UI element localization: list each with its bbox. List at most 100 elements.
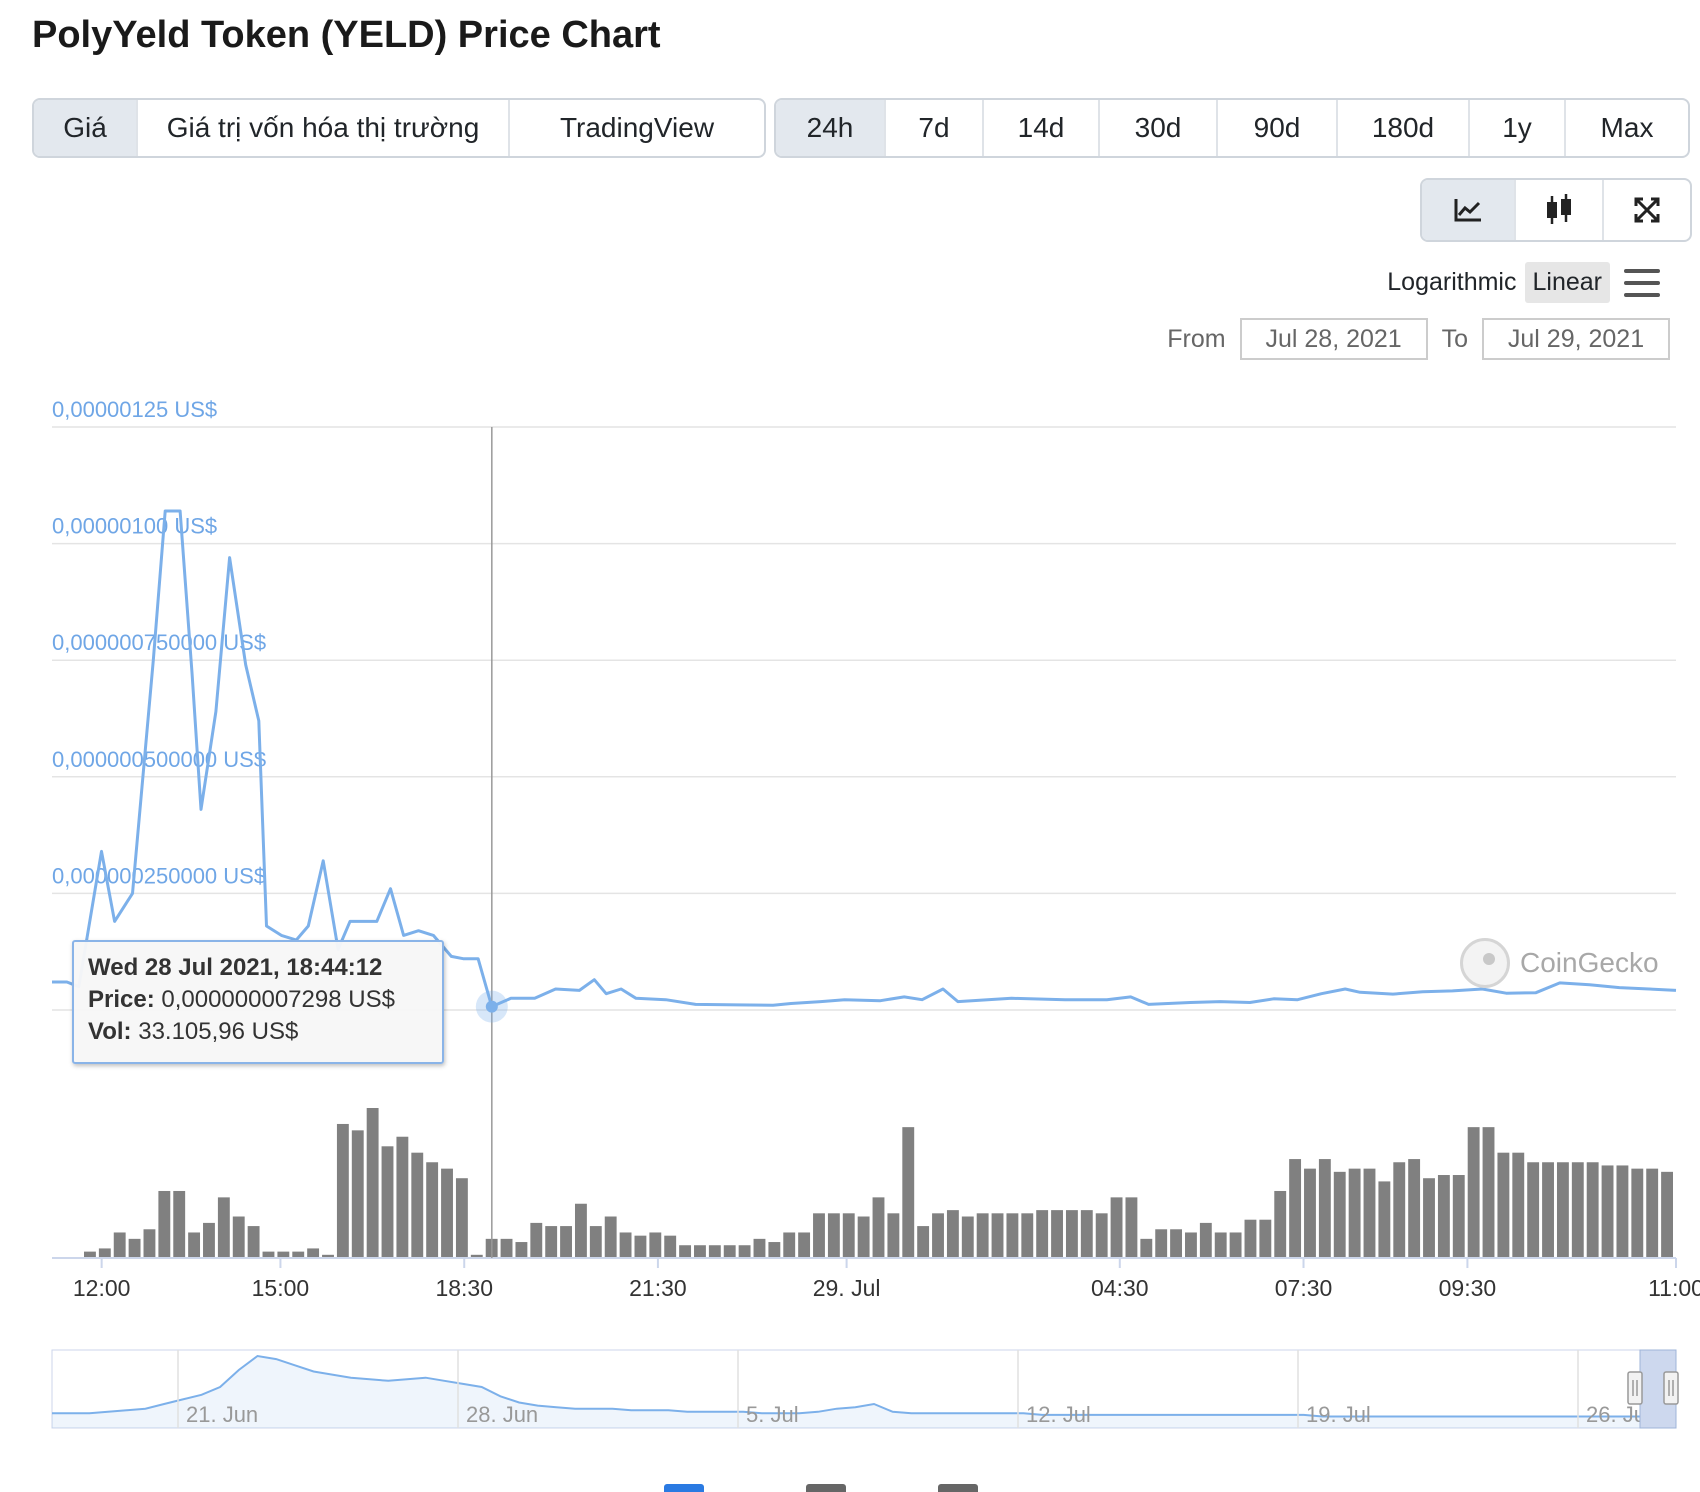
- legend-other-marker[interactable]: [938, 1484, 978, 1492]
- range-max-button[interactable]: Max: [1600, 112, 1654, 143]
- range-90d-button[interactable]: 90d: [1218, 100, 1338, 156]
- x-tick-label: 09:30: [1439, 1275, 1497, 1301]
- volume-bar: [1006, 1213, 1019, 1258]
- volume-bar: [515, 1242, 528, 1258]
- volume-bar: [976, 1213, 989, 1258]
- range-7d-button[interactable]: 7d: [886, 100, 984, 156]
- volume-bar: [1363, 1168, 1376, 1258]
- tab-market-cap[interactable]: Giá trị vốn hóa thị trường: [138, 100, 510, 156]
- tooltip-price-label: Price:: [88, 986, 155, 1013]
- time-range-group: 24h 7d 14d 30d 90d 180d 1y Max: [774, 98, 1690, 158]
- navigator-handle[interactable]: [1663, 1371, 1679, 1405]
- volume-bar: [262, 1251, 275, 1258]
- line-chart-button[interactable]: [1422, 180, 1516, 240]
- volume-bar: [336, 1123, 349, 1258]
- volume-bar: [1259, 1219, 1272, 1258]
- fullscreen-button[interactable]: [1604, 180, 1690, 240]
- tab-tradingview[interactable]: TradingView: [559, 112, 715, 143]
- volume-bar: [664, 1235, 677, 1258]
- logarithmic-option[interactable]: Logarithmic: [1387, 268, 1517, 296]
- chart-grid: [52, 426, 1676, 1011]
- volume-bar: [1556, 1162, 1569, 1258]
- chart-tooltip: Wed 28 Jul 2021, 18:44:12 Price: 0,00000…: [72, 940, 444, 1064]
- volume-bar: [203, 1222, 215, 1258]
- volume-bar: [1616, 1165, 1629, 1258]
- volume-bar: [1214, 1232, 1227, 1258]
- volume-bar: [560, 1226, 572, 1258]
- date-range: From To: [1153, 318, 1670, 360]
- volume-bar: [589, 1226, 602, 1258]
- volume-bar: [1497, 1152, 1510, 1258]
- volume-bar: [322, 1254, 334, 1258]
- scale-toggle: Logarithmic Linear: [1379, 262, 1660, 303]
- volume-bar: [307, 1248, 320, 1258]
- page-title: PolyYeld Token (YELD) Price Chart: [32, 14, 661, 56]
- volume-bar: [98, 1248, 111, 1258]
- line-chart-icon: [1454, 199, 1481, 222]
- volume-bar: [292, 1251, 305, 1258]
- from-date-input[interactable]: [1239, 318, 1428, 360]
- price-series-line: [52, 509, 1677, 1009]
- navigator-tick-label: 28. Jun: [466, 1402, 538, 1427]
- volume-bar: [1065, 1210, 1078, 1258]
- x-tick-label: 12:00: [73, 1275, 131, 1301]
- volume-bar: [783, 1232, 796, 1258]
- volume-bar: [173, 1190, 186, 1258]
- range-24h-button[interactable]: 24h: [776, 100, 886, 156]
- volume-bar: [1140, 1238, 1153, 1258]
- range-1y-button[interactable]: 1y: [1470, 100, 1566, 156]
- volume-bars: [52, 1108, 1676, 1259]
- y-tick-label: 0,00000125 US$: [52, 397, 217, 422]
- volume-bar: [217, 1197, 230, 1258]
- candlestick-icon: [1547, 194, 1571, 224]
- navigator-handle[interactable]: [1627, 1371, 1643, 1405]
- range-180d-button[interactable]: 180d: [1338, 100, 1470, 156]
- volume-bar: [1333, 1171, 1346, 1258]
- volume-bar: [1229, 1232, 1242, 1258]
- volume-bar: [1661, 1171, 1673, 1258]
- hamburger-menu-icon[interactable]: [1624, 268, 1660, 297]
- volume-bar: [708, 1245, 721, 1258]
- volume-bar: [813, 1213, 825, 1258]
- volume-bar: [188, 1232, 201, 1258]
- navigator[interactable]: 21. Jun 28. Jun 5. Jul 12. Jul 19. Jul 26. Ju…: [51, 1349, 1679, 1429]
- x-tick-label: 29. Jul: [813, 1275, 881, 1301]
- volume-bar: [1527, 1162, 1540, 1258]
- volume-bar: [932, 1213, 944, 1258]
- volume-bar: [1274, 1190, 1287, 1258]
- to-date-input[interactable]: [1482, 318, 1670, 360]
- range-14d-button[interactable]: 14d: [984, 100, 1100, 156]
- volume-bar: [1110, 1197, 1123, 1258]
- tooltip-price-value: 0,000000007298 US$: [161, 986, 395, 1013]
- volume-bar: [902, 1127, 915, 1258]
- volume-bar: [1051, 1210, 1063, 1258]
- tooltip-vol-value: 33.105,96 US$: [138, 1018, 299, 1045]
- volume-bar: [1482, 1127, 1495, 1258]
- volume-bar: [619, 1232, 632, 1258]
- volume-bar: [381, 1146, 394, 1258]
- volume-bar: [1601, 1165, 1614, 1258]
- linear-option[interactable]: Linear: [1524, 262, 1610, 303]
- volume-bar: [441, 1168, 453, 1258]
- y-axis-labels: 0,00000125 US$ 0,00000100 US$ 0,0000007500…: [52, 397, 266, 888]
- navigator-frame: [51, 1349, 1677, 1429]
- navigator-area: [52, 1356, 1640, 1428]
- navigator-tick-label: 12. Jul: [1026, 1402, 1091, 1427]
- volume-bar: [842, 1213, 855, 1258]
- fullscreen-icon: [1634, 197, 1660, 223]
- tab-price[interactable]: Giá: [34, 100, 138, 156]
- navigator-line: [52, 1354, 1640, 1418]
- volume-bar: [143, 1229, 156, 1258]
- range-30d-button[interactable]: 30d: [1100, 100, 1218, 156]
- legend-price-marker[interactable]: [664, 1484, 704, 1492]
- volume-bar: [1304, 1168, 1316, 1258]
- y-tick-label: 0,000000500000 US$: [52, 747, 266, 772]
- tooltip-title: Wed 28 Jul 2021, 18:44:12: [88, 954, 383, 981]
- volume-bar: [723, 1245, 736, 1258]
- x-tick-label: 07:30: [1275, 1275, 1333, 1301]
- legend-volume-marker[interactable]: [806, 1484, 846, 1492]
- x-tick-label: 21:30: [629, 1275, 687, 1301]
- candlestick-button[interactable]: [1516, 180, 1604, 240]
- volume-bar: [113, 1232, 126, 1258]
